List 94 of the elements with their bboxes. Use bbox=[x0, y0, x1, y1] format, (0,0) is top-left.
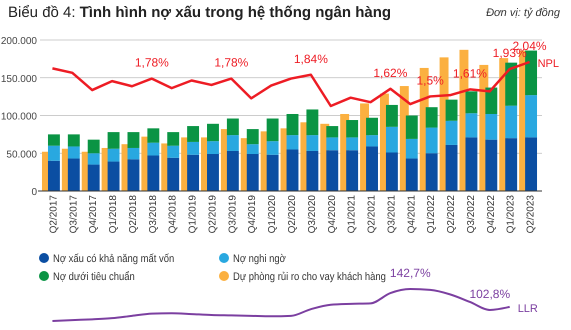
bar bbox=[246, 129, 259, 144]
x-tick-label: Q3/2018 bbox=[148, 194, 159, 234]
x-tick-label: Q3/2020 bbox=[306, 194, 318, 234]
y-tick-label: 50.000 bbox=[6, 149, 38, 160]
data-label: 1,62% bbox=[373, 66, 408, 80]
bar bbox=[127, 132, 140, 148]
x-tick-label: Q4/2022 bbox=[486, 194, 497, 234]
bar bbox=[207, 124, 219, 142]
bar bbox=[286, 135, 298, 150]
bar bbox=[127, 148, 140, 160]
bar bbox=[187, 126, 200, 142]
x-tick-label: Q4/2021 bbox=[406, 194, 418, 234]
bar bbox=[68, 134, 80, 146]
x-tick-label: Q3/2019 bbox=[227, 194, 238, 234]
bar bbox=[346, 137, 358, 150]
x-tick-label: Q3/2021 bbox=[386, 194, 398, 234]
bar bbox=[306, 135, 318, 151]
bar bbox=[465, 113, 478, 138]
x-tick-label: Q2/2021 bbox=[366, 194, 378, 234]
bar bbox=[266, 141, 279, 155]
data-label: 142,7% bbox=[390, 266, 431, 280]
bar bbox=[525, 50, 538, 96]
bar bbox=[406, 116, 418, 139]
bar bbox=[426, 128, 438, 154]
bar bbox=[226, 118, 239, 136]
bar bbox=[207, 141, 219, 154]
bar bbox=[286, 114, 298, 136]
bar bbox=[266, 118, 279, 142]
bar bbox=[167, 132, 180, 146]
y-tick-label: 200.000 bbox=[0, 36, 38, 47]
x-tick-label: Q4/2020 bbox=[326, 194, 338, 234]
bar bbox=[406, 138, 418, 159]
bar bbox=[326, 126, 338, 138]
bar bbox=[525, 95, 538, 138]
bar bbox=[465, 91, 478, 114]
chart-subtitle: Đơn vị: tỷ đồng bbox=[486, 7, 561, 19]
y-tick-label: 0 bbox=[31, 187, 38, 198]
x-tick-label: Q2/2019 bbox=[207, 194, 218, 234]
bar bbox=[246, 144, 259, 154]
x-tick-label: Q2/2017 bbox=[48, 194, 60, 234]
chart-title: Biểu đồ 4: Tình hình nợ xấu trong hệ thống ngân hàng bbox=[8, 4, 392, 21]
legend-label: Nợ nghi ngờ bbox=[233, 253, 286, 266]
bar bbox=[108, 148, 120, 162]
x-tick-label: Q1/2018 bbox=[108, 194, 120, 234]
x-tick-label: Q2/2023 bbox=[526, 194, 537, 234]
bar bbox=[426, 153, 438, 191]
x-tick-label: Q2/2022 bbox=[446, 194, 458, 234]
data-label: 1,78% bbox=[214, 56, 249, 70]
data-label: 102,8% bbox=[469, 286, 510, 301]
x-tick-label: Q3/2022 bbox=[466, 194, 477, 234]
x-tick-label: Q4/2017 bbox=[88, 194, 100, 234]
bar bbox=[88, 153, 100, 165]
data-label: 1,78% bbox=[134, 56, 170, 70]
legend-label: Dự phòng rủi ro cho vay khách hàng bbox=[233, 271, 386, 284]
bar bbox=[386, 126, 398, 152]
x-tick-label: Q2/2018 bbox=[128, 194, 139, 234]
bar bbox=[88, 140, 100, 154]
bar bbox=[147, 128, 160, 143]
x-tick-label: Q1/2022 bbox=[426, 194, 438, 234]
x-tick-label: Q1/2023 bbox=[506, 194, 517, 234]
legend-label: Nợ dưới tiêu chuẩn bbox=[53, 270, 136, 284]
bar bbox=[426, 107, 438, 128]
bar bbox=[366, 118, 378, 136]
bar bbox=[485, 88, 498, 114]
bar bbox=[187, 142, 200, 155]
bar bbox=[366, 135, 378, 146]
bar bbox=[147, 142, 160, 156]
bar bbox=[446, 120, 458, 145]
bar bbox=[386, 104, 398, 127]
bar bbox=[326, 137, 338, 150]
bar bbox=[68, 146, 80, 159]
series-label: LLR bbox=[518, 302, 538, 315]
x-tick-label: Q4/2019 bbox=[247, 194, 258, 234]
bar bbox=[226, 135, 239, 151]
series-label: NPL bbox=[538, 58, 559, 70]
bar bbox=[505, 62, 518, 106]
x-tick-label: Q1/2020 bbox=[267, 194, 278, 234]
bar bbox=[167, 146, 180, 158]
bar bbox=[406, 158, 418, 191]
x-tick-label: Q1/2019 bbox=[188, 194, 199, 234]
bar bbox=[346, 120, 358, 138]
bar bbox=[108, 132, 120, 149]
bar bbox=[446, 100, 458, 121]
x-tick-label: Q2/2020 bbox=[287, 194, 298, 234]
legend-label: Nợ xấu có khả năng mất vốn bbox=[53, 253, 175, 266]
bar bbox=[505, 106, 518, 138]
y-tick-label: 100.000 bbox=[0, 112, 38, 122]
data-label: 1,84% bbox=[294, 52, 328, 66]
bar bbox=[485, 114, 498, 140]
x-tick-label: Q1/2021 bbox=[346, 194, 358, 234]
x-tick-label: Q3/2017 bbox=[68, 194, 80, 234]
x-tick-label: Q4/2018 bbox=[168, 194, 179, 234]
bar bbox=[48, 134, 60, 146]
y-tick-label: 150.000 bbox=[0, 74, 38, 85]
